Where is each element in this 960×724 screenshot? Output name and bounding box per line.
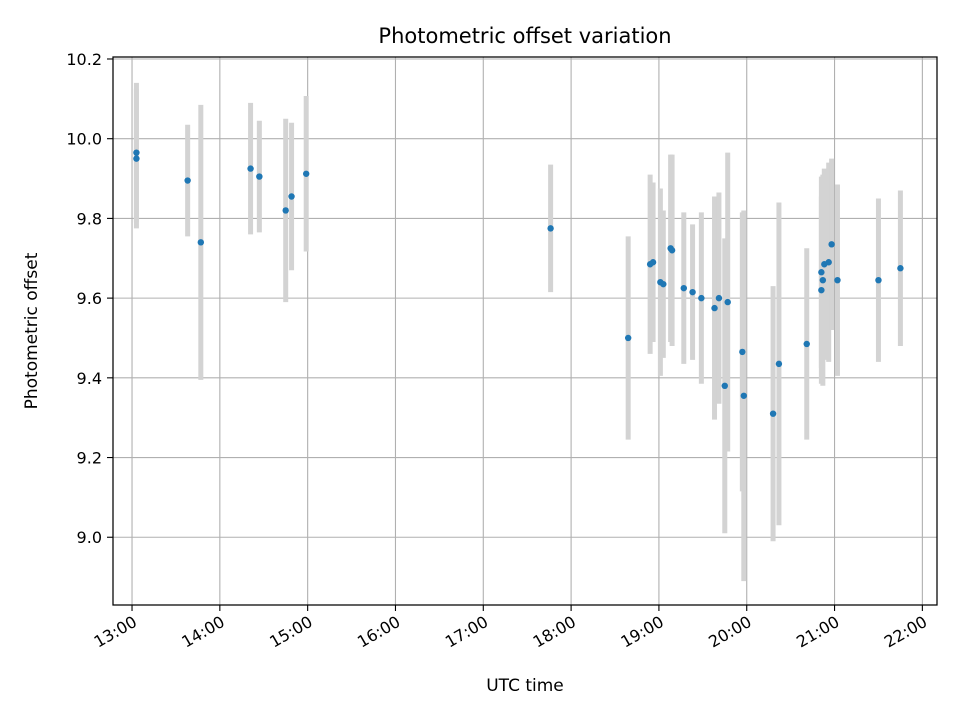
- data-point: [184, 177, 191, 184]
- data-point: [875, 276, 882, 284]
- data-point: [828, 241, 835, 248]
- data-point: [721, 382, 728, 389]
- data-point: [740, 392, 748, 399]
- data-point: [133, 149, 140, 156]
- y-axis-label: Photometric offset: [22, 252, 42, 409]
- data-point: [739, 348, 746, 356]
- data-point: [256, 173, 263, 180]
- data-point: [547, 225, 554, 232]
- data-point: [818, 286, 825, 294]
- data-point: [247, 165, 254, 172]
- data-point: [668, 247, 676, 254]
- data-point: [133, 155, 140, 162]
- y-axis-ticks: 9.0 9.2 9.4 9.6 9.8 10.0 10.2: [66, 50, 113, 547]
- y-tick-label: 9.2: [77, 449, 102, 468]
- x-axis-label: UTC time: [486, 676, 564, 696]
- data-point: [834, 276, 841, 284]
- y-tick-label: 9.0: [77, 528, 102, 547]
- data-point: [624, 334, 632, 342]
- data-point: [282, 207, 289, 214]
- data-point: [680, 284, 687, 292]
- y-tick-label: 9.8: [77, 209, 102, 228]
- y-tick-label: 9.6: [77, 289, 102, 308]
- data-point: [775, 360, 783, 368]
- y-tick-label: 9.4: [77, 369, 102, 388]
- data-point: [302, 170, 310, 177]
- data-point: [818, 269, 825, 276]
- data-point: [825, 259, 832, 266]
- data-point: [660, 280, 667, 288]
- plot-frame: [112, 56, 938, 606]
- data-point: [724, 298, 731, 306]
- data-point: [715, 294, 723, 302]
- data-point: [689, 288, 696, 296]
- data-point: [711, 304, 718, 312]
- data-point: [769, 410, 777, 417]
- chart-title: Photometric offset variation: [378, 24, 671, 48]
- data-point: [803, 340, 810, 348]
- data-point: [897, 265, 904, 272]
- y-tick-label: 10.2: [66, 50, 102, 69]
- data-point: [649, 259, 657, 266]
- data-point: [288, 193, 295, 200]
- data-point: [197, 239, 205, 246]
- y-tick-label: 10.0: [66, 130, 102, 149]
- data-points: [133, 149, 904, 417]
- data-point: [819, 276, 827, 284]
- data-point: [698, 294, 705, 302]
